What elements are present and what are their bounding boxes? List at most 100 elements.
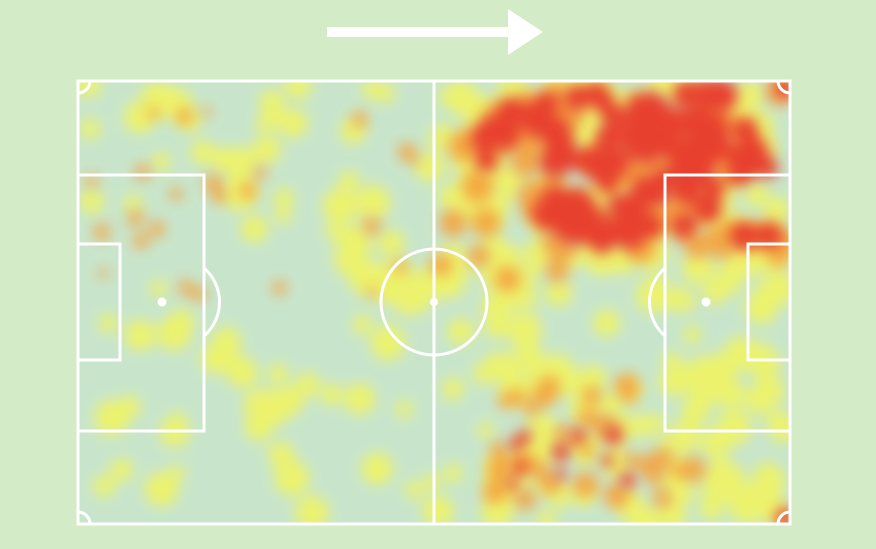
heat-blob: [508, 437, 523, 452]
heat-blob: [144, 472, 179, 507]
heat-blob: [169, 187, 183, 201]
heat-blob: [767, 244, 790, 267]
heat-blob: [724, 344, 741, 361]
heat-blob: [370, 325, 406, 361]
heat-blob: [614, 373, 640, 398]
left-penalty-spot: [157, 297, 167, 307]
heat-blob: [523, 400, 540, 417]
heat-blob: [650, 127, 683, 160]
heat-blob: [763, 196, 790, 223]
left-six-yard-box: [76, 242, 122, 362]
heat-blob: [562, 149, 584, 171]
heat-blob: [699, 121, 721, 143]
heat-blob: [190, 140, 215, 165]
heat-blob: [93, 475, 116, 497]
heat-blob: [542, 114, 571, 143]
heat-blob: [366, 286, 378, 298]
heat-blob: [680, 409, 703, 432]
heat-blob: [362, 81, 383, 99]
heat-blob: [489, 441, 508, 459]
heat-blob: [672, 177, 701, 206]
right-penalty-spot: [701, 297, 711, 307]
heat-blob: [749, 149, 772, 171]
heat-blob: [563, 84, 591, 112]
heat-blob: [534, 90, 559, 116]
heat-blob: [590, 88, 615, 112]
heat-blob: [707, 456, 736, 485]
heat-blob: [550, 195, 573, 218]
heat-blob: [268, 363, 288, 384]
heat-blob: [471, 208, 501, 237]
heat-blob: [396, 400, 413, 418]
heat-blob: [134, 164, 151, 181]
heat-blob: [467, 244, 491, 268]
heat-blob: [447, 318, 474, 345]
heat-blob: [519, 350, 545, 376]
heat-blob: [488, 118, 521, 151]
heat-blob: [648, 414, 666, 432]
heat-blob: [253, 166, 267, 180]
heat-blob: [200, 344, 231, 374]
heat-blob: [744, 182, 768, 207]
heat-blob: [570, 428, 587, 445]
heat-blob: [577, 408, 598, 428]
heat-blob: [362, 217, 381, 235]
heat-band: [469, 81, 790, 524]
heat-blob: [373, 274, 403, 305]
heat-blob: [651, 447, 674, 470]
heat-blob: [211, 187, 228, 204]
heat-blob: [607, 443, 624, 460]
heat-blob: [598, 393, 624, 418]
heat-blob: [443, 464, 463, 483]
heat-blob: [79, 118, 101, 140]
heat-blob: [579, 443, 595, 458]
heat-blob: [226, 356, 258, 388]
heat-blob: [141, 81, 177, 117]
heat-blob: [252, 135, 281, 164]
heat-blob: [149, 221, 166, 237]
heat-blob: [540, 475, 560, 495]
heat-blob: [295, 495, 329, 524]
heat-blob: [278, 108, 308, 138]
heat-blob: [693, 194, 723, 224]
heat-blob: [110, 458, 133, 482]
corner-arc: [77, 510, 92, 525]
heat-blob: [714, 268, 742, 296]
right-arc: [647, 266, 666, 338]
heat-blob: [593, 309, 620, 337]
heat-blob: [415, 152, 445, 182]
heat-blob: [617, 124, 640, 148]
heat-blob: [338, 170, 359, 191]
heat-blob: [668, 286, 692, 310]
heat-blob: [157, 316, 192, 351]
heat-blob: [422, 495, 454, 524]
heat-blob: [272, 280, 287, 296]
heat-blob: [505, 477, 519, 491]
heat-blob: [765, 410, 786, 430]
corner-arc: [776, 80, 791, 95]
direction-arrow: [327, 9, 543, 55]
heat-blob: [640, 214, 665, 239]
heat-blob: [755, 221, 784, 250]
heat-blob: [649, 167, 673, 191]
pitch-lines: [76, 79, 792, 526]
heat-blob: [259, 389, 295, 425]
heat-blob: [537, 375, 561, 399]
heat-blob: [240, 215, 268, 243]
heat-blob: [94, 400, 130, 436]
heat-blob: [600, 454, 614, 468]
heat-blob: [98, 268, 109, 279]
heat-blob: [554, 424, 573, 443]
heat-blob: [361, 453, 393, 485]
arrow-shaft: [327, 27, 512, 37]
heat-blob: [582, 385, 602, 406]
heat-blob: [442, 378, 464, 400]
heat-blob: [274, 188, 294, 208]
corner-arc: [77, 80, 92, 95]
heat-blob: [461, 170, 494, 203]
heat-blob: [652, 489, 673, 509]
heat-blob: [93, 223, 111, 241]
heat-blob: [147, 106, 160, 120]
heat-blob: [536, 510, 556, 524]
